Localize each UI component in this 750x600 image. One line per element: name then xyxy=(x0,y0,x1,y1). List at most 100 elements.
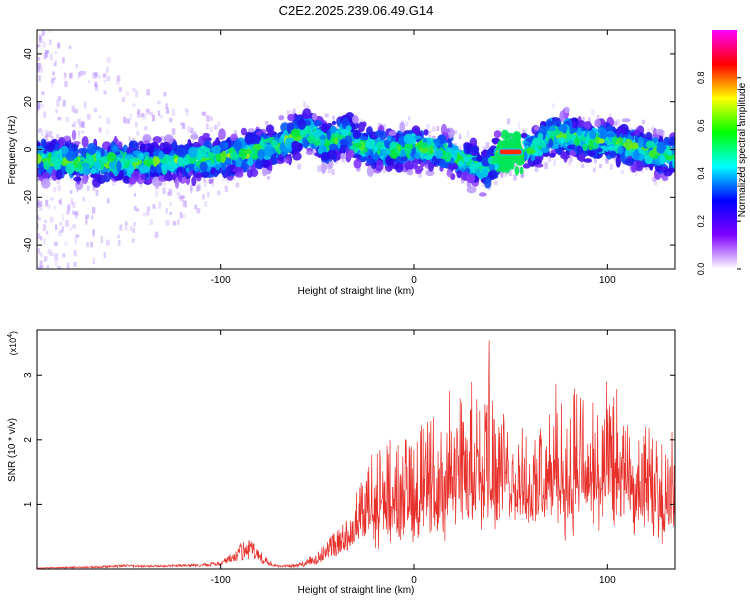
spectrogram-noise-cell xyxy=(466,130,470,138)
spectrogram-noise-cell xyxy=(66,210,70,215)
spectrogram-band-cell xyxy=(663,168,673,177)
spectrogram-band-cell xyxy=(581,136,587,142)
spectrogram-noise-cell xyxy=(94,81,98,88)
spectrogram-noise-cell xyxy=(62,57,65,64)
spectrogram-band-cell xyxy=(352,154,362,159)
spectrogram-noise-cell xyxy=(69,72,73,79)
spectrogram-band-cell xyxy=(176,156,185,167)
spectrogram-band-cell xyxy=(246,169,253,178)
spectrogram-noise-cell xyxy=(60,229,64,233)
spectrogram-band-cell xyxy=(268,127,274,138)
spectrogram-band-cell xyxy=(446,168,452,178)
spectrogram-noise-cell xyxy=(159,114,164,119)
spectrogram-noise-cell xyxy=(165,220,170,226)
spectrogram-noise-cell xyxy=(40,265,44,269)
spectrogram-noise-cell xyxy=(77,72,81,79)
spectrogram-noise-cell xyxy=(324,113,329,118)
spectrogram-band-cell xyxy=(658,143,665,154)
spectrogram-band-cell xyxy=(523,151,528,161)
spectrogram-band-cell xyxy=(568,139,574,145)
spectrogram-noise-cell xyxy=(65,116,70,122)
spectrogram-band-cell xyxy=(586,150,595,157)
spectrogram-noise-cell xyxy=(52,186,57,193)
spectrogram-noise-cell xyxy=(163,92,167,97)
spectrogram-x-tick-label: 0 xyxy=(411,275,417,286)
spectrogram-band-cell xyxy=(261,158,266,166)
spectrogram-noise-cell xyxy=(95,189,99,197)
spectrogram-noise-cell xyxy=(133,206,137,211)
spectrogram-noise-cell xyxy=(634,169,638,176)
spectrogram-band-cell xyxy=(394,162,404,173)
spectrogram-noise-cell xyxy=(123,116,127,124)
spectrogram-band-cell xyxy=(81,136,89,148)
spectrogram-x-ticks: -100 0 100 xyxy=(211,30,616,286)
spectrogram-noise-cell xyxy=(139,114,143,118)
spectrogram-band-cell xyxy=(442,128,451,133)
spectrogram-noise-cell xyxy=(190,130,195,135)
spectrogram-noise-cell xyxy=(136,208,140,212)
spectrogram-band-cell xyxy=(526,148,536,155)
spectrogram-noise-cell xyxy=(53,63,57,67)
spectrogram-noise-cell xyxy=(178,195,183,200)
spectrogram-noise-cell xyxy=(74,211,79,216)
spectrogram-band-cell xyxy=(297,118,306,130)
spectrogram-noise-cell xyxy=(506,118,511,125)
spectrogram-noise-cell xyxy=(211,180,214,187)
spectrogram-band-cell xyxy=(615,155,621,168)
spectrogram-band-cell xyxy=(476,154,483,162)
spectrogram-band-cell xyxy=(339,139,349,146)
spectrogram-noise-cell xyxy=(103,72,107,76)
spectrogram-band-cell xyxy=(577,120,586,128)
spectrogram-band-cell xyxy=(443,143,448,149)
colorbar-tick-label: 0.6 xyxy=(696,119,706,132)
spectrogram-band-cell xyxy=(666,149,673,157)
spectrogram-band-cell xyxy=(608,145,615,151)
spectrogram-band-cell xyxy=(557,124,568,132)
spectrogram-noise-cell xyxy=(79,123,84,128)
spectrogram-noise-cell xyxy=(214,124,218,130)
spectrogram-noise-cell xyxy=(37,201,40,209)
spectrogram-noise-cell xyxy=(37,63,42,68)
spectrogram-noise-cell xyxy=(180,195,184,202)
spectrogram-band-cell xyxy=(65,162,75,175)
spectrogram-band-cell xyxy=(218,128,226,140)
spectrogram-noise-cell xyxy=(629,127,633,133)
spectrogram-noise-cell xyxy=(224,185,228,193)
spectrogram-noise-cell xyxy=(39,127,42,132)
spectrogram-noise-cell xyxy=(132,138,136,143)
spectrogram-noise-cell xyxy=(142,212,146,217)
spectrogram-noise-cell xyxy=(73,261,77,267)
spectrogram-noise-cell xyxy=(98,127,102,133)
spectrogram-band-cell xyxy=(609,150,617,159)
spectrogram-noise-cell xyxy=(83,70,86,75)
spectrogram-band-cell xyxy=(319,134,327,141)
spectrogram-noise-cell xyxy=(86,242,89,248)
spectrogram-band-cell xyxy=(71,129,77,141)
spectrogram-band-cell xyxy=(313,140,321,146)
spectrogram-band-cell xyxy=(278,156,284,162)
spectrogram-noise-cell xyxy=(66,262,70,269)
spectrogram-noise-cell xyxy=(43,238,46,245)
spectrogram-band-cell xyxy=(156,166,162,174)
spectrogram-band-cell xyxy=(360,136,369,141)
spectrogram-noise-cell xyxy=(196,184,201,191)
snr-y-tick-label: 1 xyxy=(23,501,34,507)
spectrogram-noise-cell xyxy=(37,128,41,134)
spectrogram-band-cell xyxy=(581,130,586,135)
spectrogram-band-cell xyxy=(411,125,421,135)
spectrogram-noise-cell xyxy=(140,113,145,117)
spectrogram-noise-cell xyxy=(53,206,57,210)
spectrogram-noise-cell xyxy=(82,121,85,128)
spectrogram-band-cell xyxy=(448,162,458,170)
spectrogram-noise-cell xyxy=(599,163,603,169)
spectrogram-noise-cell xyxy=(71,105,75,113)
spectrogram-band-cell xyxy=(278,115,285,121)
spectrogram-noise-cell xyxy=(49,252,54,256)
spectrogram-noise-cell xyxy=(117,239,121,247)
spectrogram-noise-cell xyxy=(45,135,49,143)
spectrogram-noise-cell xyxy=(37,67,40,73)
spectrogram-noise-cell xyxy=(522,144,525,150)
spectrogram-noise-cell xyxy=(202,194,205,200)
spectrogram-band-cell xyxy=(285,137,292,149)
spectrogram-band-cell xyxy=(143,151,150,157)
